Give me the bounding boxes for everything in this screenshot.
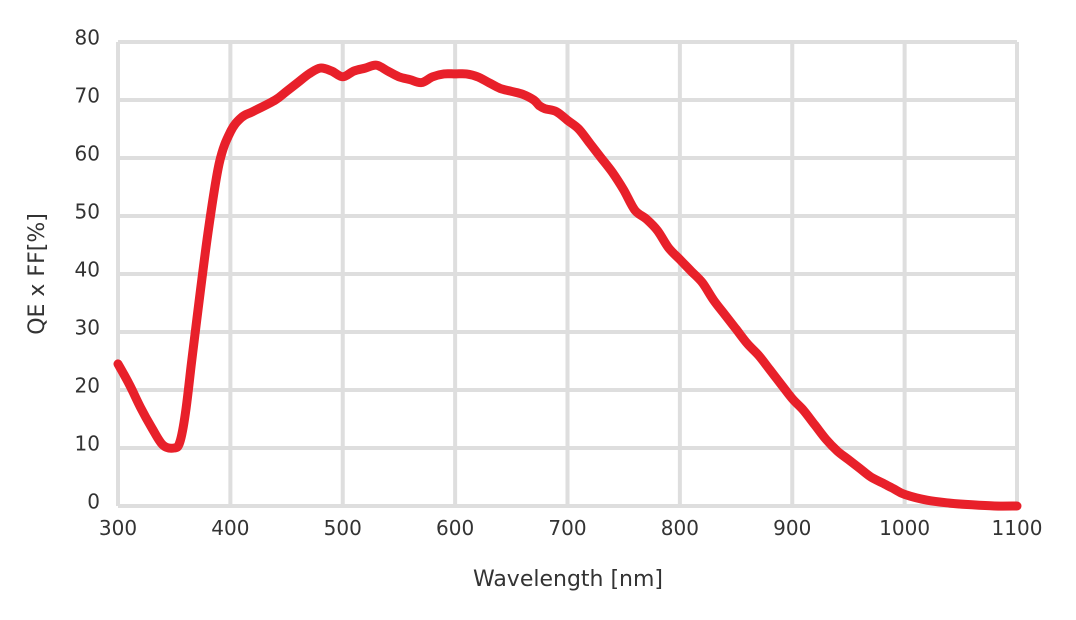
y-tick-label: 0 [87,490,100,514]
y-axis-label: QE x FF[%] [25,213,50,335]
x-tick-label: 600 [436,516,474,540]
x-tick-label: 400 [211,516,249,540]
y-tick-label: 40 [75,258,100,282]
y-tick-labels: 0 10 20 30 40 50 60 70 80 [75,26,100,514]
x-tick-label: 300 [99,516,137,540]
x-tick-labels: 300 400 500 600 700 800 900 1000 1100 [99,516,1043,540]
y-tick-label: 70 [75,84,100,108]
y-tick-label: 60 [75,142,100,166]
y-tick-label: 30 [75,316,100,340]
y-tick-label: 50 [75,200,100,224]
x-tick-label: 800 [661,516,699,540]
x-tick-label: 1100 [992,516,1043,540]
y-tick-label: 10 [75,432,100,456]
y-tick-label: 20 [75,374,100,398]
x-tick-label: 500 [324,516,362,540]
x-tick-label: 1000 [879,516,930,540]
x-tick-label: 900 [773,516,811,540]
grid [116,40,1019,508]
series-layer [113,60,1022,511]
qe-series-line [113,60,1022,511]
x-axis-label: Wavelength [nm] [473,567,663,592]
x-tick-label: 700 [548,516,586,540]
y-tick-label: 80 [75,26,100,50]
